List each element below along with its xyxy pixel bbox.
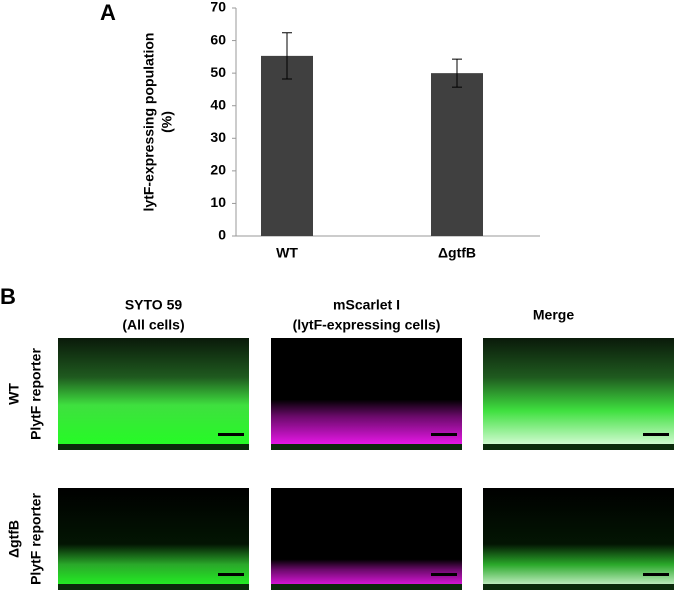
x-tick-label: ΔgtfB <box>438 245 476 261</box>
substrate-line <box>271 444 462 450</box>
scale-bar <box>431 433 457 436</box>
substrate-line <box>483 584 674 590</box>
micrograph <box>58 488 249 590</box>
column-header: (lytF-expressing cells) <box>293 317 441 333</box>
substrate-line <box>58 444 249 450</box>
scale-bar <box>643 573 669 576</box>
column-header: (All cells) <box>122 317 184 333</box>
micrograph <box>58 338 249 450</box>
y-tick-label: 70 <box>210 0 226 15</box>
micrograph <box>483 338 674 450</box>
panel-label: B <box>0 284 16 309</box>
y-tick-label: 10 <box>210 194 226 210</box>
y-axis-label: (%) <box>159 111 175 133</box>
scale-bar <box>218 573 244 576</box>
y-axis-label: lytF-expressing population <box>141 33 157 212</box>
scale-bar <box>218 433 244 436</box>
substrate-line <box>58 584 249 590</box>
y-tick-label: 50 <box>210 64 226 80</box>
panel-label: A <box>100 0 116 25</box>
x-tick-label: WT <box>276 245 298 261</box>
y-tick-label: 30 <box>210 129 226 145</box>
substrate-line <box>271 584 462 590</box>
row-label: PlytF reporter <box>28 348 44 440</box>
error-bar <box>452 58 462 88</box>
column-header: Merge <box>533 307 574 323</box>
scale-bar <box>643 433 669 436</box>
error-bar <box>282 32 292 80</box>
micrograph <box>483 488 674 590</box>
y-tick-label: 40 <box>210 96 226 112</box>
row-label: ΔgtfB <box>6 520 22 558</box>
bar <box>431 73 483 237</box>
row-label: WT <box>6 383 22 405</box>
column-header: mScarlet I <box>333 297 400 313</box>
micrograph <box>271 338 462 450</box>
row-label: PlytF reporter <box>28 493 44 585</box>
y-tick-label: 60 <box>210 31 226 47</box>
y-tick-label: 0 <box>218 227 226 243</box>
bar <box>261 55 313 236</box>
substrate-line <box>483 444 674 450</box>
micrograph <box>271 488 462 590</box>
column-header: SYTO 59 <box>125 297 183 313</box>
scale-bar <box>431 573 457 576</box>
y-tick-label: 20 <box>210 162 226 178</box>
